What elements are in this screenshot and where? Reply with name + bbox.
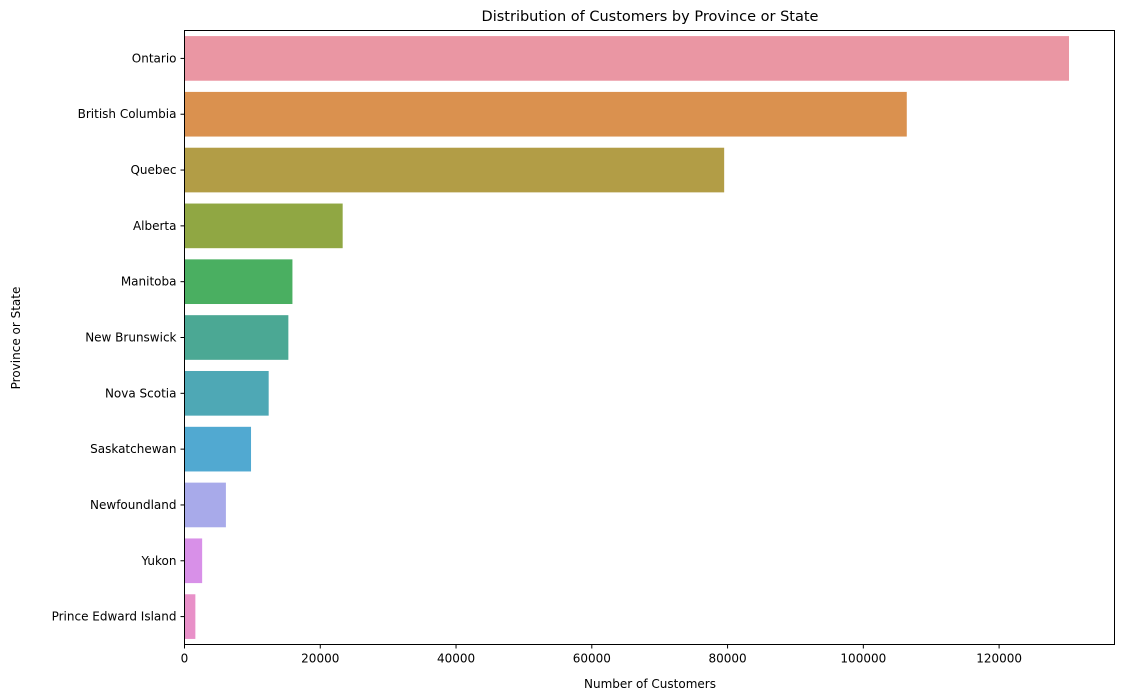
y-axis-label: Province or State xyxy=(9,287,23,390)
x-tick-label: 40000 xyxy=(437,652,475,666)
y-tick-label: Yukon xyxy=(140,554,176,568)
x-tick-label: 80000 xyxy=(708,652,746,666)
y-tick-label: Saskatchewan xyxy=(90,442,176,456)
bar-british-columbia xyxy=(184,91,907,137)
bar-new-brunswick xyxy=(184,315,289,360)
plot-frame xyxy=(184,30,1115,645)
x-tick-label: 60000 xyxy=(573,652,611,666)
y-axis-ticks: Ontario British Columbia Quebec Alberta Mani… xyxy=(52,51,185,624)
bars-layer xyxy=(184,36,1070,639)
y-tick-label: Prince Edward Island xyxy=(52,610,177,624)
bar-prince-edward-island xyxy=(184,594,196,639)
bar-alberta xyxy=(184,203,343,249)
x-tick-label: 120000 xyxy=(976,652,1022,666)
bar-ontario xyxy=(184,36,1070,81)
chart-title: Distribution of Customers by Province or… xyxy=(482,9,819,25)
bar-quebec xyxy=(184,147,725,193)
bar-newfoundland xyxy=(184,482,226,528)
y-tick-label: Ontario xyxy=(132,51,177,65)
y-tick-label: New Brunswick xyxy=(85,331,176,345)
bar-manitoba xyxy=(184,259,293,305)
y-tick-label: Alberta xyxy=(133,219,177,233)
bar-saskatchewan xyxy=(184,426,252,472)
x-tick-label: 100000 xyxy=(840,652,886,666)
y-tick-label: Manitoba xyxy=(121,275,177,289)
bar-yukon xyxy=(184,538,203,584)
y-tick-label: Newfoundland xyxy=(90,498,176,512)
x-axis-ticks: 0 20000 40000 60000 80000 100000 120000 xyxy=(181,644,1022,666)
x-axis-label: Number of Customers xyxy=(584,677,716,691)
y-tick-label: Quebec xyxy=(130,163,176,177)
x-tick-label: 20000 xyxy=(301,652,339,666)
x-tick-label: 0 xyxy=(181,652,189,666)
y-tick-label: Nova Scotia xyxy=(105,386,177,400)
bar-nova-scotia xyxy=(184,370,269,416)
y-tick-label: British Columbia xyxy=(78,107,177,121)
